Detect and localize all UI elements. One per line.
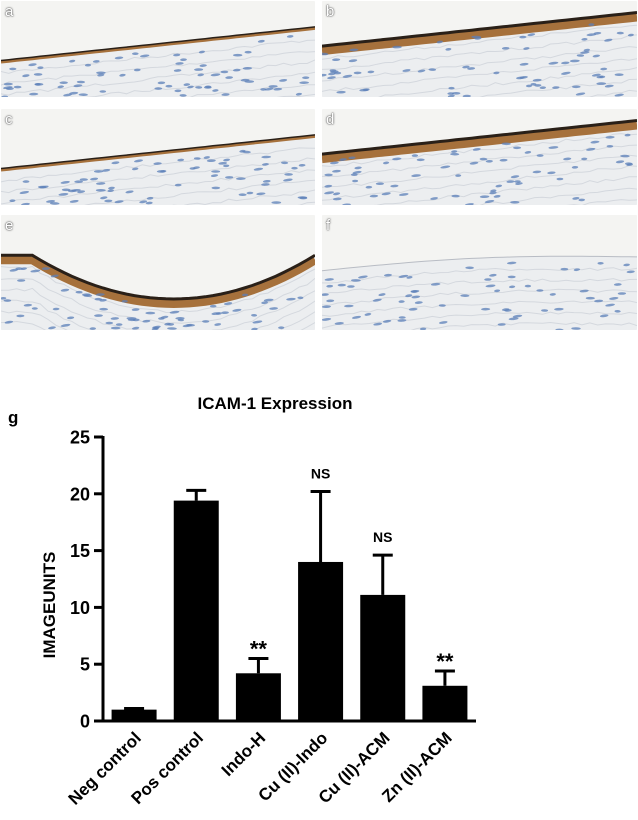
- bar-indo-h: [235, 673, 281, 721]
- micrograph-panel-a: a: [1, 1, 315, 97]
- bar-cu-ii-acm: [360, 594, 406, 721]
- micrograph-panel-f: f: [322, 215, 637, 330]
- icam1-bar-chart: ICAM-1 Expression IMAGEUNITS 0510152025 …: [40, 394, 476, 809]
- y-tick-label: 10: [70, 598, 90, 618]
- micrograph-d-image: [322, 109, 637, 205]
- micrograph-f-image: [322, 215, 637, 330]
- panel-label-a: a: [5, 3, 14, 20]
- micrograph-b-image: [322, 1, 637, 97]
- bar-pos-control: [173, 500, 219, 721]
- y-tick-label: 15: [70, 541, 90, 561]
- bar-neg-control: [111, 709, 157, 721]
- micrograph-panel-c: c: [1, 109, 315, 205]
- significance-label: NS: [373, 529, 392, 545]
- micrograph-panel-e: e: [1, 215, 315, 330]
- micrograph-panel-d: d: [322, 109, 637, 205]
- y-tick-label: 5: [80, 655, 90, 675]
- chart-title: ICAM-1 Expression: [198, 394, 353, 413]
- chart-axes: 0 5 10 15 20 25: [70, 428, 476, 732]
- bar-cu-ii-indo: [298, 561, 344, 721]
- panel-label-b: b: [326, 3, 335, 20]
- bar-zn-ii-acm: [422, 685, 468, 721]
- y-axis-label: IMAGEUNITS: [40, 552, 59, 659]
- y-tick-label: 25: [70, 428, 90, 448]
- significance-label: NS: [311, 466, 330, 482]
- panel-label-d: d: [326, 111, 335, 128]
- x-tick-label: Indo-H: [218, 728, 269, 779]
- micrograph-a-image: [1, 1, 315, 97]
- panel-label-c: c: [5, 111, 13, 128]
- micrograph-e-image: [1, 215, 315, 330]
- y-tick-label: 20: [70, 484, 90, 504]
- micrograph-panel-b: b: [322, 1, 637, 97]
- significance-label: **: [436, 649, 454, 674]
- panel-label-f: f: [326, 217, 331, 234]
- micrograph-c-image: [1, 109, 315, 205]
- figure-label-g: g: [8, 408, 19, 427]
- y-tick-label: 0: [80, 712, 90, 732]
- significance-label: **: [250, 637, 268, 662]
- panel-label-e: e: [5, 217, 14, 234]
